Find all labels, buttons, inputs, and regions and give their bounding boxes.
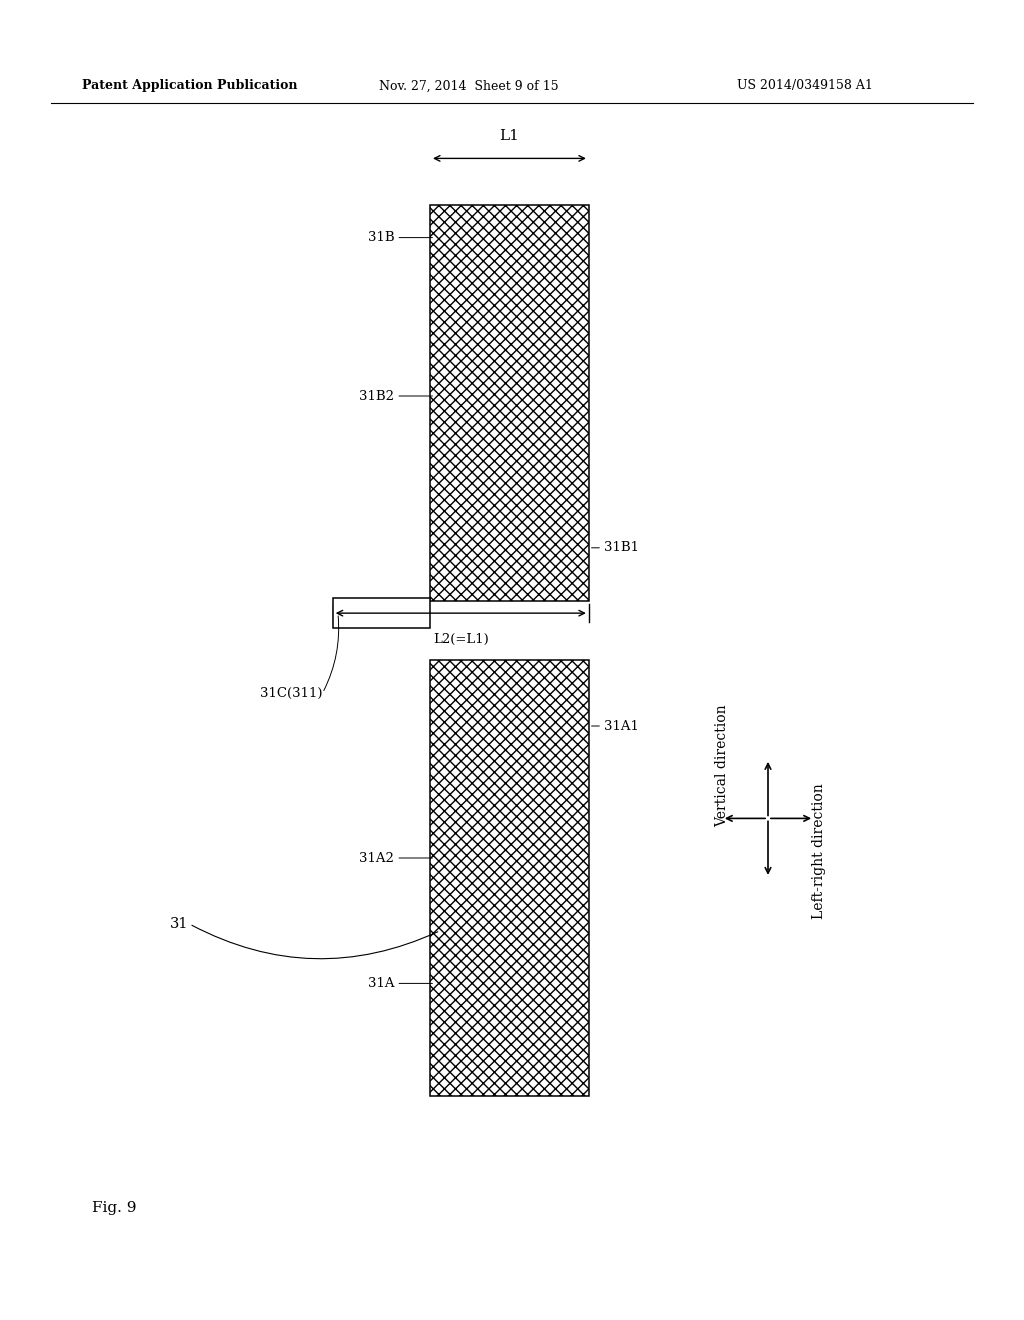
Text: 31B1: 31B1 — [604, 541, 639, 554]
Text: 31A: 31A — [368, 977, 394, 990]
Text: Left-right direction: Left-right direction — [812, 784, 826, 919]
Text: L1: L1 — [500, 128, 519, 143]
Text: 31B2: 31B2 — [359, 389, 394, 403]
Bar — [430, 660, 589, 1096]
Text: US 2014/0349158 A1: US 2014/0349158 A1 — [737, 79, 873, 92]
Bar — [430, 205, 589, 601]
Text: Fig. 9: Fig. 9 — [92, 1201, 136, 1214]
Bar — [333, 598, 430, 628]
Text: 31A2: 31A2 — [359, 851, 394, 865]
Text: Nov. 27, 2014  Sheet 9 of 15: Nov. 27, 2014 Sheet 9 of 15 — [379, 79, 558, 92]
Text: 31: 31 — [170, 917, 188, 931]
Text: L2(=L1): L2(=L1) — [433, 634, 488, 645]
Text: 31B: 31B — [368, 231, 394, 244]
Text: 31C(311): 31C(311) — [260, 686, 323, 700]
Text: 31A1: 31A1 — [604, 719, 639, 733]
Text: Patent Application Publication: Patent Application Publication — [82, 79, 297, 92]
Text: Vertical direction: Vertical direction — [715, 705, 729, 826]
